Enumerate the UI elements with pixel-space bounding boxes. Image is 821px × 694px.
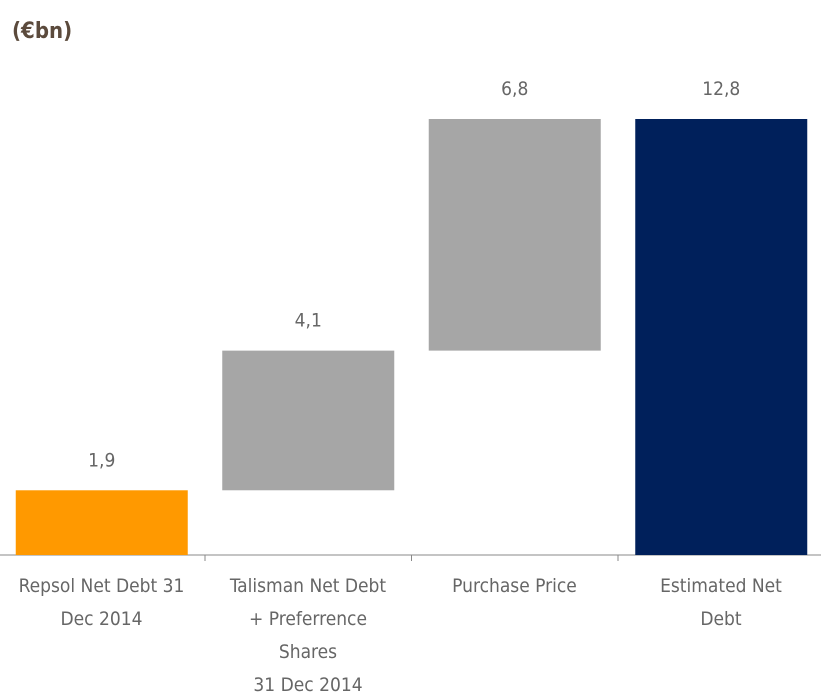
value-label: 4,1 xyxy=(295,310,322,332)
bar xyxy=(428,119,601,351)
x-tick-label: Estimated Net Debt xyxy=(660,575,782,630)
value-label: 12,8 xyxy=(702,78,740,100)
bar xyxy=(15,490,188,555)
value-label: 6,8 xyxy=(501,78,528,100)
bar xyxy=(635,119,808,555)
chart-title: (€bn) xyxy=(12,19,72,44)
x-tick-label: Repsol Net Debt 31 Dec 2014 xyxy=(18,575,185,630)
bar xyxy=(222,350,395,491)
value-label: 1,9 xyxy=(88,449,115,471)
x-tick-label: Purchase Price xyxy=(452,575,577,597)
x-tick-label: Talisman Net Debt + Preferrence Shares 3… xyxy=(229,575,387,694)
